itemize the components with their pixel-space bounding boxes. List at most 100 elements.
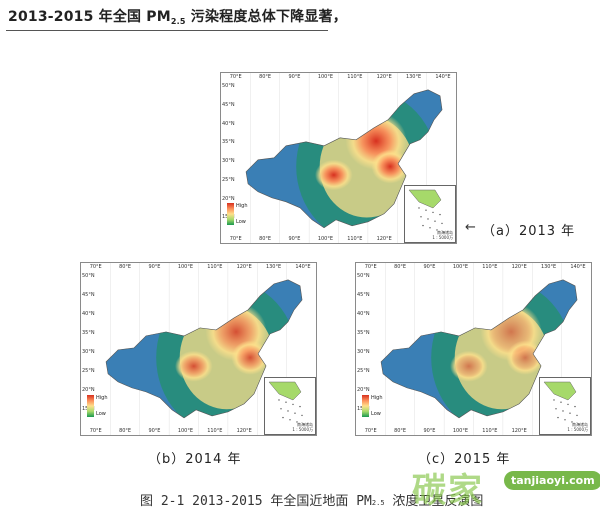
inset-label: 南海诸岛 1 : 5000万 — [567, 422, 588, 432]
longitude-tick: 100°E — [177, 428, 194, 434]
inset-island — [560, 401, 562, 403]
longitude-tick: 110°E — [482, 264, 498, 270]
longitude-tick: 80°E — [259, 236, 272, 242]
inset-island — [434, 220, 436, 222]
arrow-icon: ← — [465, 220, 476, 235]
legend-high-label: High — [236, 203, 248, 209]
inset-island — [555, 408, 557, 410]
longitude-tick: 100°E — [177, 264, 194, 270]
inset-label-name: 南海诸岛 — [437, 230, 453, 235]
longitude-tick: 70°E — [229, 236, 242, 242]
watermark: 碳家 tanjiaoyi.com — [412, 463, 600, 511]
legend-low-label: Low — [96, 411, 106, 417]
map-2013: 70°E 70°E 80°E 80°E 90°E 90°E 100°E 100°E 110°E 1… — [220, 72, 457, 244]
longitude-tick: 100°E — [452, 264, 469, 270]
latitude-tick: 45°N — [222, 101, 235, 108]
caption-2014: （b）2014 年 — [148, 452, 242, 467]
latitude-tick: 25°N — [222, 176, 235, 183]
longitude-tick: 110°E — [347, 236, 363, 242]
latitude-tick: 50°N — [82, 273, 95, 279]
latitude-tick: 50°N — [222, 83, 235, 89]
inset-island — [564, 419, 566, 421]
longitude-tick: 120°E — [511, 264, 527, 270]
legend-low-label: Low — [236, 219, 246, 225]
inset-island — [425, 209, 427, 211]
longitude-tick: 80°E — [119, 264, 132, 270]
headline-subscript: 2.5 — [170, 17, 186, 26]
legend-color-bar — [87, 395, 94, 417]
longitude-tick: 130°E — [540, 264, 557, 270]
color-legend: High Low — [362, 395, 389, 417]
latitude-tick: 20°N — [357, 387, 370, 393]
inset-island — [569, 412, 571, 414]
pollution-hotspot — [231, 340, 269, 375]
watermark-chinese: 碳家 — [412, 471, 484, 511]
figure-title-prefix: 图 2-1 2013-2015 年全国近地面 PM — [140, 494, 372, 509]
south-china-sea-inset: 南海诸岛 1 : 5000万 — [264, 377, 316, 435]
longitude-tick: 120°E — [236, 428, 252, 434]
legend-high-label: High — [96, 395, 108, 401]
inset-island — [422, 224, 424, 227]
inset-island — [567, 403, 569, 406]
latitude-tick: 40°N — [357, 311, 370, 317]
pollution-hotspot — [175, 350, 213, 382]
longitude-tick: 120°E — [236, 264, 252, 270]
longitude-tick: 100°E — [317, 236, 334, 242]
watermark-url: tanjiaoyi.com — [504, 471, 600, 490]
inset-label-scale: 1 : 5000万 — [567, 427, 588, 432]
inset-island — [296, 421, 298, 423]
legend-color-bar — [362, 395, 369, 417]
longitude-tick: 90°E — [423, 428, 436, 434]
latitude-tick: 40°N — [222, 120, 235, 127]
longitude-tick: 140°E — [570, 264, 586, 270]
inset-island — [292, 403, 294, 406]
figure-title: 图 2-1 2013-2015 年全国近地面 PM2.5 浓度卫星反演图 — [140, 490, 483, 509]
legend-high-label: High — [371, 395, 383, 401]
latitude-tick: 30°N — [82, 349, 95, 355]
longitude-tick: 80°E — [259, 74, 272, 80]
pollution-hotspot — [371, 149, 409, 184]
longitude-tick: 70°E — [89, 428, 102, 434]
longitude-tick: 80°E — [394, 428, 407, 434]
longitude-tick: 70°E — [364, 264, 377, 270]
inset-island — [299, 405, 301, 408]
latitude-tick: 30°N — [222, 158, 235, 164]
color-legend: High Low — [227, 203, 254, 225]
inset-island — [420, 216, 422, 218]
longitude-tick: 100°E — [317, 74, 334, 80]
china-outline — [380, 279, 578, 419]
inset-label: 南海诸岛 1 : 5000万 — [432, 230, 453, 240]
figure-title-subscript: 2.5 — [371, 499, 385, 507]
pollution-hotspot — [315, 159, 353, 191]
longitude-tick: 70°E — [364, 428, 377, 434]
longitude-tick: 80°E — [119, 428, 132, 434]
longitude-tick: 70°E — [229, 74, 242, 80]
latitude-tick: 25°N — [82, 368, 95, 374]
inset-coast — [408, 189, 442, 209]
china-outline — [105, 279, 303, 419]
inset-label-name: 南海诸岛 — [572, 422, 588, 427]
inset-island — [576, 414, 578, 417]
longitude-tick: 130°E — [405, 74, 422, 80]
inset-island — [418, 207, 420, 209]
latitude-tick: 35°N — [357, 330, 370, 336]
legend-low-label: Low — [371, 411, 381, 417]
map-2014: 70°E 70°E 80°E 80°E 90°E 90°E 100°E 100°E 110°E 1… — [80, 262, 317, 436]
china-map-svg — [380, 263, 578, 435]
latitude-tick: 35°N — [82, 330, 95, 336]
inset-island — [294, 412, 296, 414]
inset-island — [441, 222, 443, 225]
inset-island — [436, 229, 438, 231]
inset-island — [429, 227, 431, 229]
longitude-tick: 90°E — [288, 236, 301, 242]
inset-island — [578, 423, 580, 425]
longitude-tick: 100°E — [452, 428, 469, 434]
inset-label-scale: 1 : 5000万 — [292, 427, 313, 432]
longitude-tick: 90°E — [423, 264, 436, 270]
longitude-tick: 120°E — [376, 236, 392, 242]
south-china-sea-inset: 南海诸岛 1 : 5000万 — [404, 185, 456, 243]
latitude-tick: 35°N — [222, 139, 235, 146]
longitude-tick: 120°E — [376, 74, 392, 80]
inset-island — [303, 423, 305, 425]
inset-island — [562, 410, 564, 412]
